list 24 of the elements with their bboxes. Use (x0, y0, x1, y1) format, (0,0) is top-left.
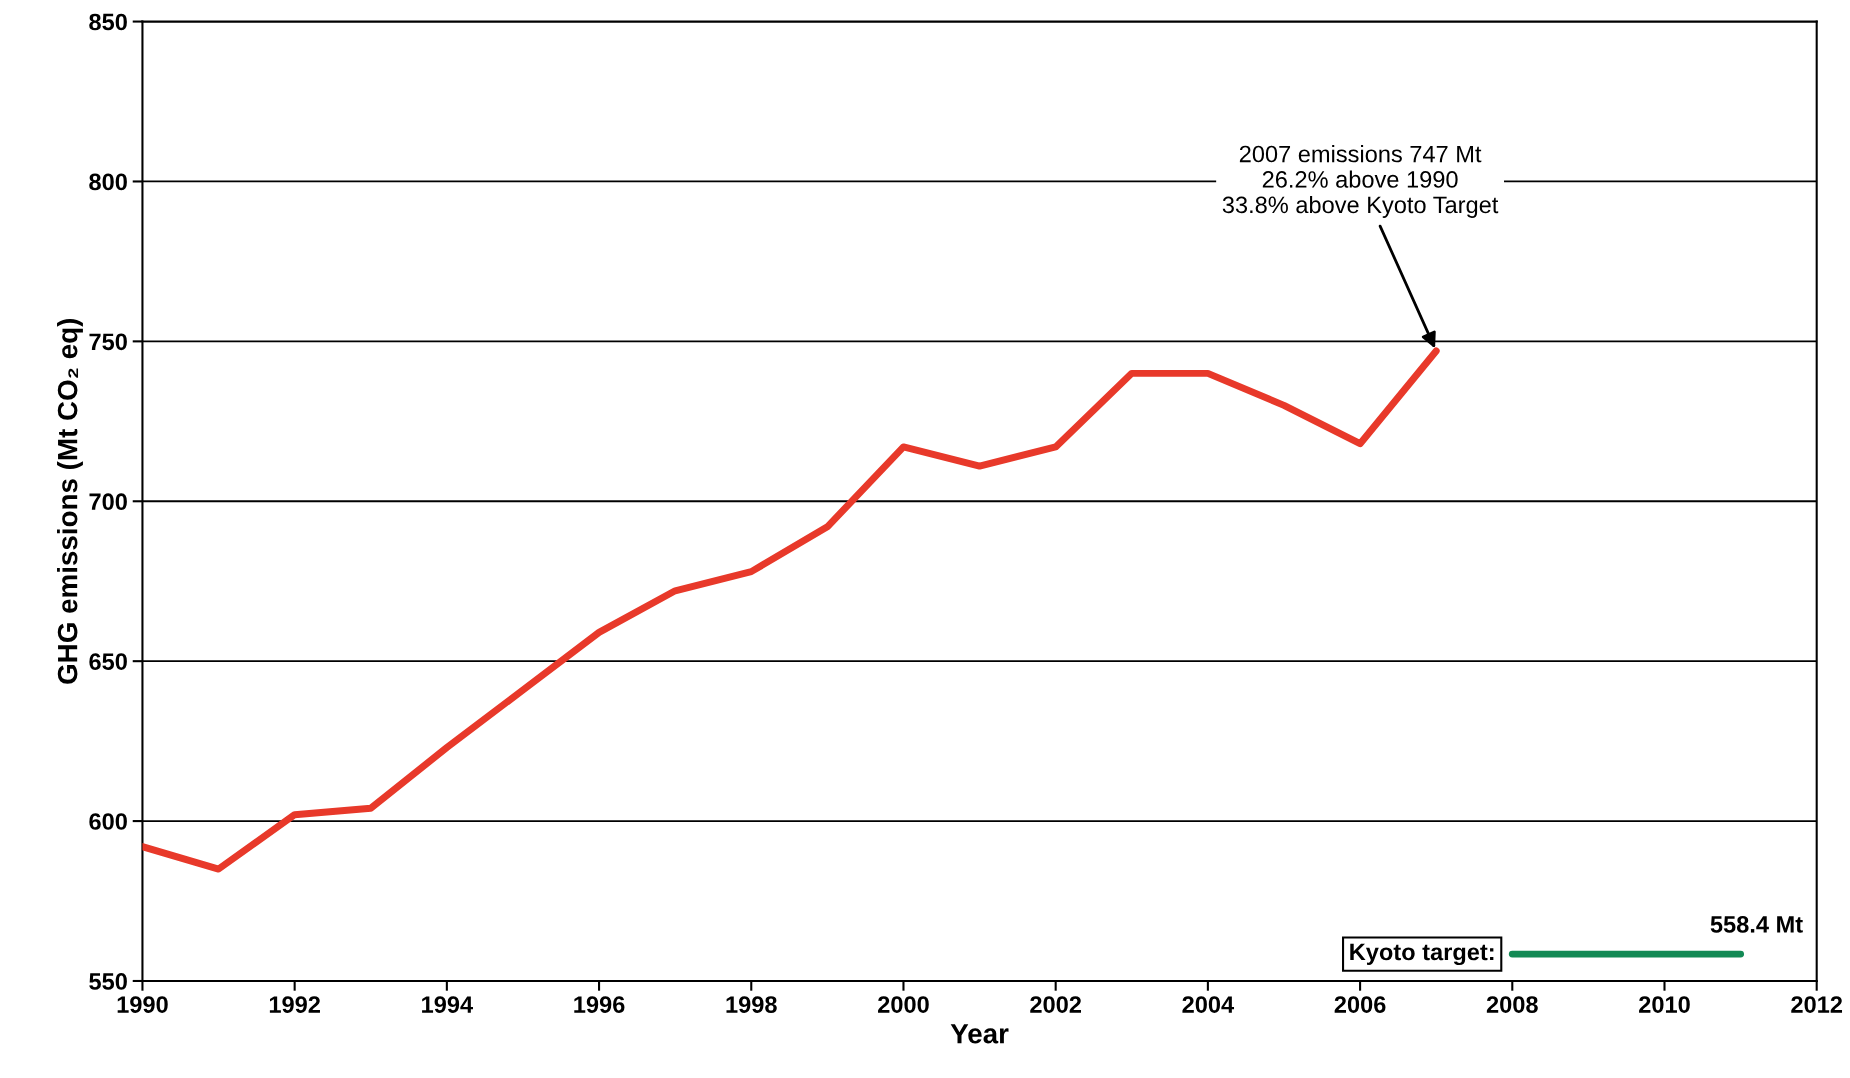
y-tick-label: 850 (89, 13, 127, 31)
annotation: 2007 emissions 747 Mt 26.2% above 1990 33.8% above Kyoto Target (1222, 145, 1499, 218)
x-tick-label: 1990 (117, 996, 168, 1013)
annotation: Kyoto target: (1350, 943, 1494, 966)
x-tick-label: 2006 (1334, 996, 1386, 1013)
y-tick-label: 550 (89, 973, 127, 990)
x-tick-label: 2002 (1030, 996, 1081, 1013)
y-axis-title: GHG emissions (Mt CO₂ eq) (57, 318, 83, 684)
y-tick-label: 600 (89, 813, 127, 830)
x-tick-label: 1998 (726, 996, 777, 1013)
x-axis-title: Year (950, 1024, 1009, 1044)
x-tick-label: 2010 (1639, 996, 1690, 1013)
x-tick-label: 2012 (1791, 996, 1843, 1013)
x-tick-label: 2008 (1486, 996, 1538, 1013)
x-tick-label: 2000 (878, 996, 929, 1013)
x-tick-label: 1994 (422, 996, 473, 1013)
y-tick-label: 700 (89, 493, 127, 511)
x-tick-label: 1996 (574, 996, 625, 1013)
y-tick-label: 650 (89, 653, 127, 670)
y-tick-label: 750 (89, 333, 127, 351)
x-tick-label: 2004 (1182, 996, 1235, 1013)
x-tick-label: 1992 (269, 996, 320, 1013)
annotation: 558.4 Mt (1710, 916, 1803, 933)
y-tick-label: 800 (89, 173, 127, 191)
